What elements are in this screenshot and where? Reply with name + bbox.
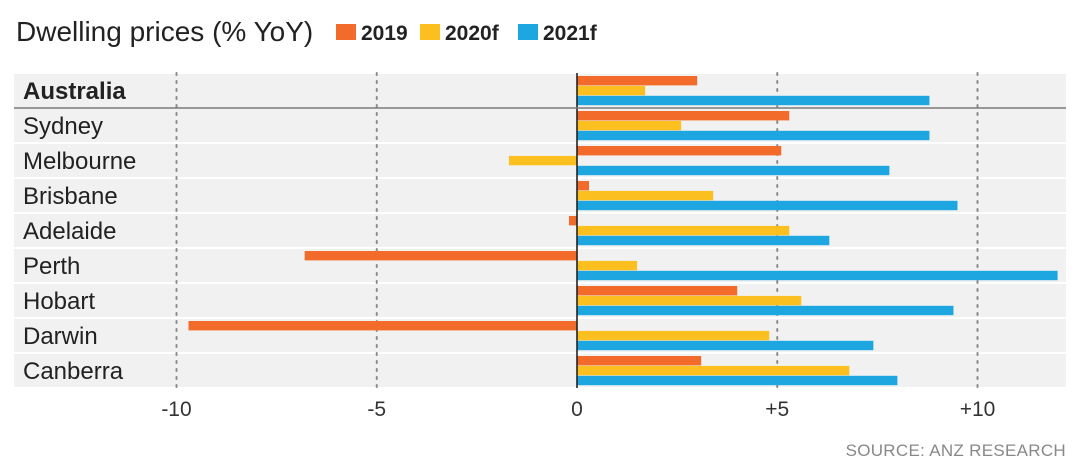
legend-swatch-2019 <box>336 24 356 40</box>
bar-adelaide-2019 <box>568 216 577 226</box>
row-band-canberra <box>14 354 1066 387</box>
category-label-hobart: Hobart <box>23 288 95 315</box>
bar-melbourne-2021f <box>577 165 890 176</box>
category-label-perth: Perth <box>23 253 80 280</box>
legend-label-2019: 2019 <box>361 22 408 45</box>
bar-sydney-2021f <box>577 130 930 141</box>
row-bands <box>14 74 1066 387</box>
x-tick-label--5: -5 <box>367 398 386 421</box>
category-label-melbourne: Melbourne <box>23 148 136 175</box>
legend-swatch-2021f <box>518 24 538 40</box>
bar-darwin-2020f <box>577 330 770 341</box>
bar-melbourne-2019 <box>577 146 782 156</box>
bar-canberra-2021f <box>577 375 898 386</box>
bar-brisbane-2020f <box>577 190 714 201</box>
bar-sydney-2020f <box>577 120 682 131</box>
bar-brisbane-2019 <box>577 181 590 191</box>
legend-label-2020f: 2020f <box>445 22 500 45</box>
bar-canberra-2019 <box>577 356 702 366</box>
category-label-canberra: Canberra <box>23 358 124 385</box>
bar-perth-2019 <box>304 251 577 261</box>
bar-adelaide-2020f <box>577 225 790 236</box>
source-note: SOURCE: ANZ RESEARCH <box>846 441 1066 460</box>
bar-australia-2021f <box>577 95 930 106</box>
legend: 2019 2020f 2021f <box>336 22 598 45</box>
category-label-australia: Australia <box>23 78 126 105</box>
bar-brisbane-2021f <box>577 200 958 211</box>
bar-hobart-2020f <box>577 295 802 306</box>
x-tick-label-0: 0 <box>571 398 583 421</box>
bar-darwin-2019 <box>188 321 577 331</box>
category-label-adelaide: Adelaide <box>23 218 116 245</box>
bar-australia-2020f <box>577 85 646 96</box>
bar-melbourne-2020f <box>508 155 577 166</box>
x-tick-label--10: +10 <box>960 398 996 421</box>
axes <box>14 73 1066 388</box>
x-tick-label--5: +5 <box>765 398 789 421</box>
bar-perth-2020f <box>577 260 638 271</box>
category-label-brisbane: Brisbane <box>23 183 118 210</box>
bar-adelaide-2021f <box>577 235 830 246</box>
bar-canberra-2020f <box>577 365 850 376</box>
bar-perth-2021f <box>577 270 1058 281</box>
row-band-adelaide <box>14 214 1066 247</box>
bar-sydney-2019 <box>577 111 790 121</box>
legend-label-2021f: 2021f <box>543 22 598 45</box>
category-label-sydney: Sydney <box>23 113 103 140</box>
x-tick-label--10: -10 <box>161 398 191 421</box>
bar-hobart-2019 <box>577 286 738 296</box>
x-tick-labels: -10 -5 0 +5 +10 <box>161 398 995 421</box>
bars <box>188 76 1058 386</box>
bar-australia-2019 <box>577 76 698 86</box>
legend-swatch-2020f <box>420 24 440 40</box>
category-label-darwin: Darwin <box>23 323 98 350</box>
category-labels: Australia Sydney Melbourne Brisbane Adelaide… <box>23 78 136 385</box>
bar-darwin-2021f <box>577 340 874 351</box>
chart-title: Dwelling prices (% YoY) <box>16 16 313 47</box>
bar-hobart-2021f <box>577 305 954 316</box>
